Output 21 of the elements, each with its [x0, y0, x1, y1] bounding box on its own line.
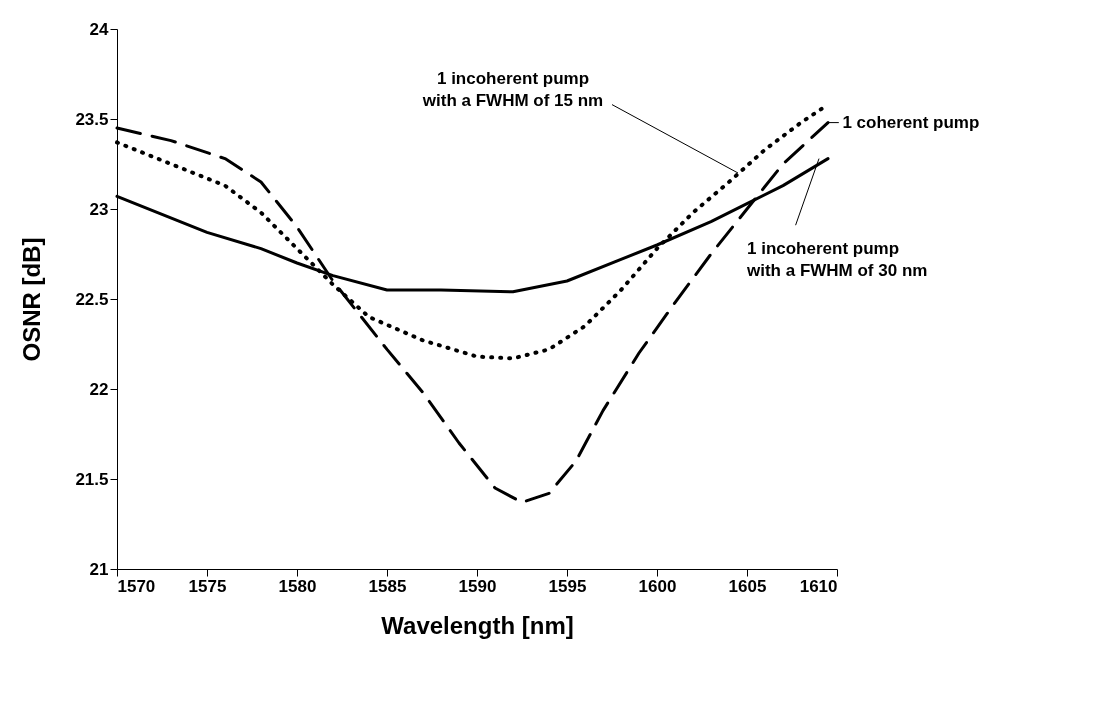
x-tick-label: 1605 — [728, 576, 767, 596]
y-tick-label: 22 — [89, 379, 109, 399]
y-tick-label: 23.5 — [75, 109, 109, 129]
annotation: 1 incoherent pump with a FWHM of 30 nm — [746, 238, 928, 280]
x-axis-title: Wavelength [nm] — [381, 611, 574, 639]
x-tick-label: 1590 — [458, 576, 497, 596]
x-tick-label: 1585 — [368, 576, 407, 596]
y-tick-label: 21 — [89, 559, 109, 579]
annotation: 1 coherent pump — [842, 112, 980, 132]
y-tick-label: 24 — [89, 19, 110, 39]
y-tick-label: 23 — [89, 199, 109, 219]
annotation: 1 incoherent pump with a FWHM of 15 nm — [421, 69, 604, 111]
x-tick-label: 1580 — [278, 576, 317, 596]
y-tick-label: 22.5 — [75, 289, 109, 309]
x-tick-label: 1610 — [799, 576, 838, 596]
y-axis-title: OSNR [dB] — [18, 237, 46, 362]
y-tick-label: 21.5 — [75, 469, 109, 489]
x-tick-label: 1570 — [117, 576, 156, 596]
x-tick-label: 1575 — [188, 576, 227, 596]
x-tick-label: 1595 — [548, 576, 587, 596]
x-tick-label: 1600 — [638, 576, 677, 596]
